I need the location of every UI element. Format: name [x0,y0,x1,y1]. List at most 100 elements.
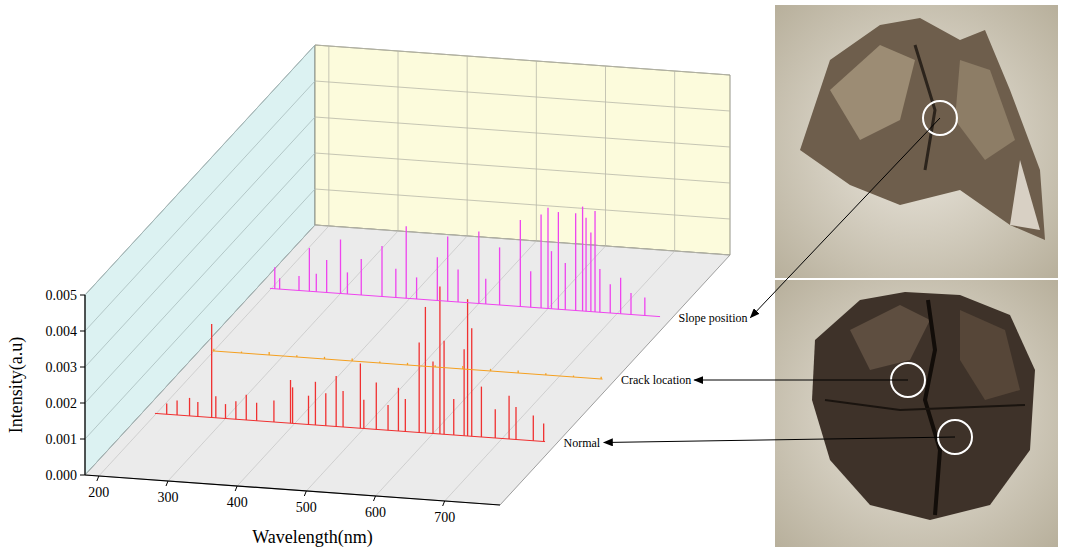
side-grid-line [85,117,315,367]
spectrum-peak [565,263,566,310]
spectrum-peak [405,399,406,431]
spectrum-peak [274,267,275,289]
spectrum-peak [213,349,214,351]
chart: 0.0000.0010.0020.0030.0040.0052003004005… [6,45,748,548]
rock-bottom-light [960,310,1020,400]
spectrum-peak [508,396,509,439]
back-grid-line [328,46,329,226]
side-grid-line [85,45,315,295]
grid [85,45,730,501]
y-tick-label: 0.000 [46,468,78,483]
spectrum-peak [443,341,444,435]
spectrum-peak [290,380,291,423]
floor [85,225,730,505]
spectrum-peak [499,247,500,305]
x-tick [97,476,99,481]
spectrum-peak [387,405,388,430]
spectrum-peak [215,396,216,418]
x-tick-label: 500 [296,500,317,515]
spectrum-peak [176,401,177,415]
spectrum-peak [425,307,426,433]
x-tick [166,481,168,486]
series-group [155,207,660,442]
spectrum-peak [189,398,190,416]
spectrum-peak [256,403,257,421]
spectrum-peak [432,362,433,434]
spectrum-peak [490,369,491,371]
spectrum-peak [347,272,348,294]
x-tick-label: 400 [227,495,248,510]
spectrum-peak [558,212,559,309]
back-grid-line [315,189,730,219]
x-tick-label: 300 [158,490,179,505]
back-grid-line [315,153,730,183]
spectrum-peak [279,278,280,289]
series-label: Slope position [679,311,748,325]
y-tick [80,331,85,332]
x-tick [443,501,445,506]
spectrum-peak [575,213,576,310]
y-tick [80,295,85,296]
y-axis-title: Intensity(a.u) [6,337,27,433]
pointer-arrow [694,380,908,381]
spectrum-peak [211,324,212,418]
floor-grid-line [376,246,606,496]
y-tick [80,475,85,476]
series [270,207,660,317]
spectrum-peak [325,393,326,425]
spectrum-peak [471,328,472,436]
spectrum-peak [316,274,317,292]
spectrum-peak [406,226,407,298]
y-tick-label: 0.004 [46,324,78,339]
spectrum-peak [292,387,293,423]
spectrum-baseline [270,288,660,316]
spectrum-peak [453,399,454,435]
spectrum-peak [273,400,274,422]
rock-bottom [812,292,1035,520]
side-grid-line [85,189,315,439]
spectrum-peak [520,220,521,306]
series-label: Crack location [621,373,691,387]
spectrum-peak [241,352,242,353]
photo-bottom [775,280,1058,547]
series [155,286,545,441]
spectrum-peak [197,402,198,416]
spectrum-peak [439,286,440,434]
back-grid-line [674,71,675,251]
x-tick-label: 600 [365,505,386,520]
spectrum-peak [590,232,591,311]
spectrum-peak [407,363,408,365]
x-tick [374,496,376,501]
pointer-arrow [751,118,940,318]
spectrum-peak [363,400,364,429]
y-tick-label: 0.003 [46,360,78,375]
spectrum-peak [485,279,486,304]
spectrum-peak [481,387,482,437]
spectrum-peak [463,349,464,435]
spectrum-peak [336,376,337,426]
back-grid-line [605,66,606,246]
spectrum-peak [342,391,343,427]
spectrum-baseline [155,413,545,441]
back-grid-line [536,61,537,241]
y-tick-label: 0.005 [46,288,78,303]
spectrum-peak [594,211,595,312]
spectrum-peak [620,278,621,314]
back-grid-line [398,51,399,231]
spectrum-peak [462,366,463,369]
spectrum-peak [315,382,316,425]
spectrum-peak [416,277,417,299]
spectrum-peak [495,409,496,438]
back-grid-line [315,225,730,255]
spectrum-peak [530,271,531,307]
back-grid-line [467,56,468,236]
spectrum-peak [457,270,458,302]
spectrum-peak [309,248,310,291]
spectrum-peak [298,276,299,290]
x-tick-label: 700 [434,510,455,525]
rock-bottom-crack [825,400,1025,410]
pointer-arrow [604,437,955,443]
spectrum-peak [326,260,327,292]
spectrum-peak [419,343,420,433]
spectrum-peak [395,269,396,298]
